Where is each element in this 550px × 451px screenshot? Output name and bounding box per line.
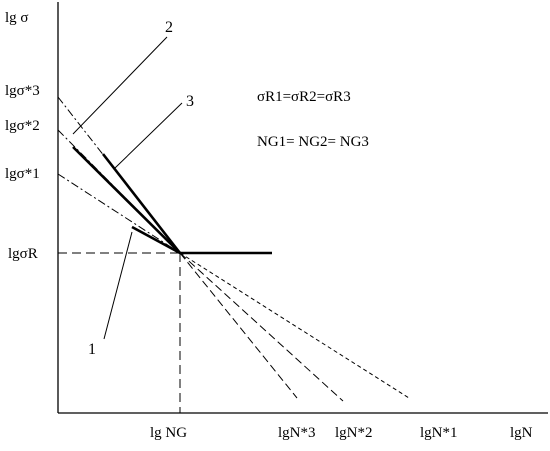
y-tick-sigma-r: lgσR (8, 246, 38, 262)
curve-2-extension-lower (179, 252, 344, 402)
x-axis-label: lgN (510, 425, 533, 441)
curve-2-segment (72, 146, 181, 254)
equation-n: NG1= NG2= NG3 (257, 134, 369, 150)
x-tick-n3: lgN*3 (278, 425, 316, 441)
curve-3-extension-lower (179, 252, 298, 399)
curve-1-extension-upper (57, 173, 181, 254)
curve-label-2: 2 (165, 19, 173, 36)
y-tick-sigma-3: lgσ*3 (5, 83, 40, 99)
y-tick-sigma-2: lgσ*2 (5, 118, 40, 134)
curve-label-3: 3 (186, 93, 194, 110)
y-axis-label: lg σ (5, 10, 29, 26)
equation-sigma: σR1=σR2=σR3 (257, 89, 351, 105)
curve-2-leader (72, 36, 168, 135)
curve-3-segment (101, 153, 182, 254)
curve-label-1: 1 (88, 341, 96, 358)
x-tick-n1: lgN*1 (420, 425, 458, 441)
curve-3-leader (114, 102, 183, 169)
curve-1-extension-lower (179, 252, 410, 399)
curve-1-segment (131, 225, 181, 255)
x-tick-n2: lgN*2 (335, 425, 373, 441)
x-tick-ng: lg NG (150, 425, 187, 441)
y-tick-sigma-1: lgσ*1 (5, 166, 40, 182)
curve-1-leader (103, 231, 133, 340)
